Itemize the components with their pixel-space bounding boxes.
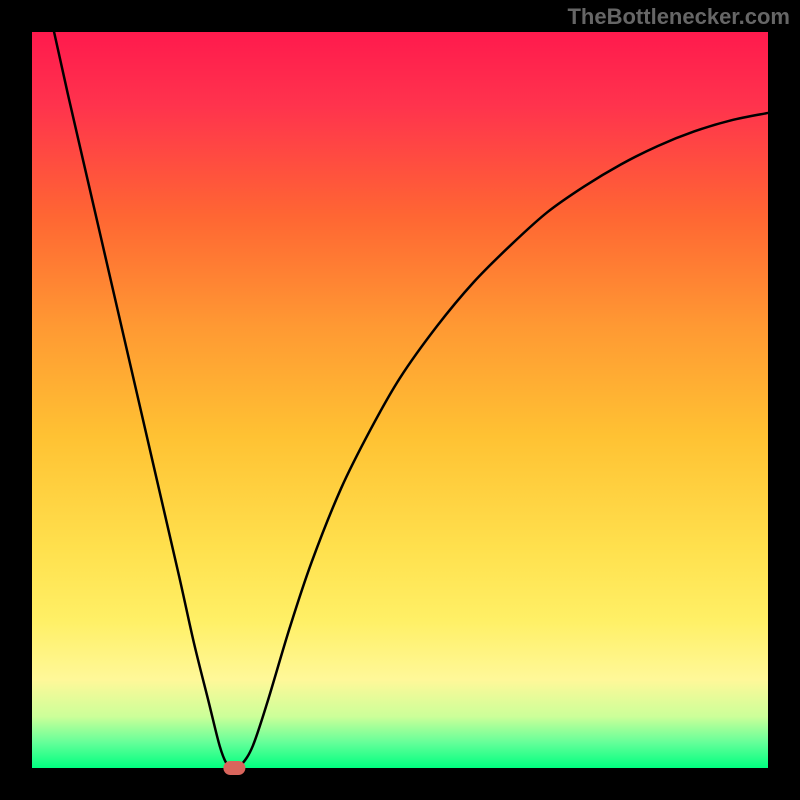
watermark-label: TheBottlenecker.com <box>567 4 790 30</box>
minimum-marker <box>223 761 245 775</box>
plot-background <box>32 32 768 768</box>
bottleneck-chart <box>0 0 800 800</box>
chart-container: TheBottlenecker.com <box>0 0 800 800</box>
